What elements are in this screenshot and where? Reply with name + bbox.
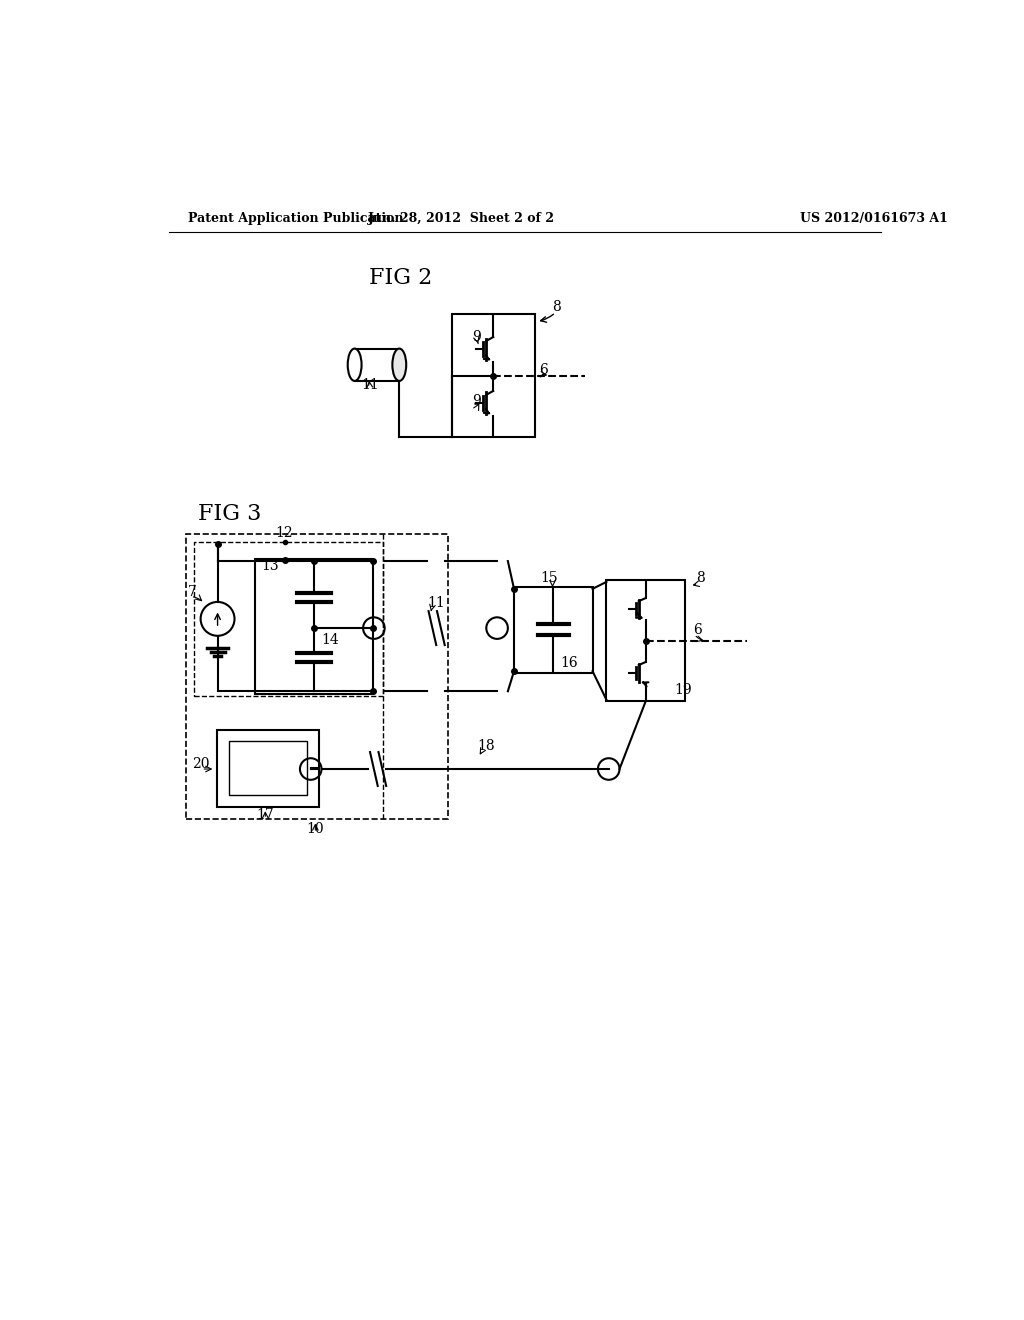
- Text: 10: 10: [306, 822, 325, 836]
- Ellipse shape: [392, 348, 407, 381]
- Text: 13: 13: [261, 560, 280, 573]
- Text: 20: 20: [193, 758, 210, 771]
- Bar: [186, 535, 447, 818]
- Text: 11: 11: [427, 595, 444, 610]
- Bar: [194, 543, 383, 696]
- Text: 7: 7: [188, 585, 198, 599]
- Bar: [217, 730, 319, 807]
- Text: 14: 14: [322, 632, 339, 647]
- Bar: [514, 587, 593, 673]
- Bar: [354, 348, 399, 381]
- Text: Patent Application Publication: Patent Application Publication: [188, 213, 403, 224]
- Text: 8: 8: [553, 300, 561, 314]
- Text: US 2012/0161673 A1: US 2012/0161673 A1: [801, 213, 948, 224]
- Text: FIG 2: FIG 2: [370, 267, 432, 289]
- Text: 9: 9: [472, 330, 480, 345]
- Text: 12: 12: [275, 527, 293, 540]
- Bar: [255, 558, 373, 693]
- Text: 19: 19: [674, 682, 692, 697]
- Text: 9: 9: [472, 393, 480, 408]
- Bar: [606, 581, 685, 701]
- Text: 16: 16: [560, 656, 578, 669]
- Text: Jun. 28, 2012  Sheet 2 of 2: Jun. 28, 2012 Sheet 2 of 2: [369, 213, 555, 224]
- Text: 11: 11: [361, 379, 379, 392]
- Text: 18: 18: [477, 739, 495, 752]
- Text: 15: 15: [540, 572, 557, 585]
- Text: 17: 17: [256, 808, 274, 822]
- Bar: [229, 742, 307, 795]
- Text: 8: 8: [696, 572, 706, 585]
- Text: 6: 6: [539, 363, 548, 378]
- Text: FIG 3: FIG 3: [199, 503, 262, 525]
- Text: 6: 6: [692, 623, 701, 638]
- Ellipse shape: [348, 348, 361, 381]
- Bar: [453, 314, 535, 437]
